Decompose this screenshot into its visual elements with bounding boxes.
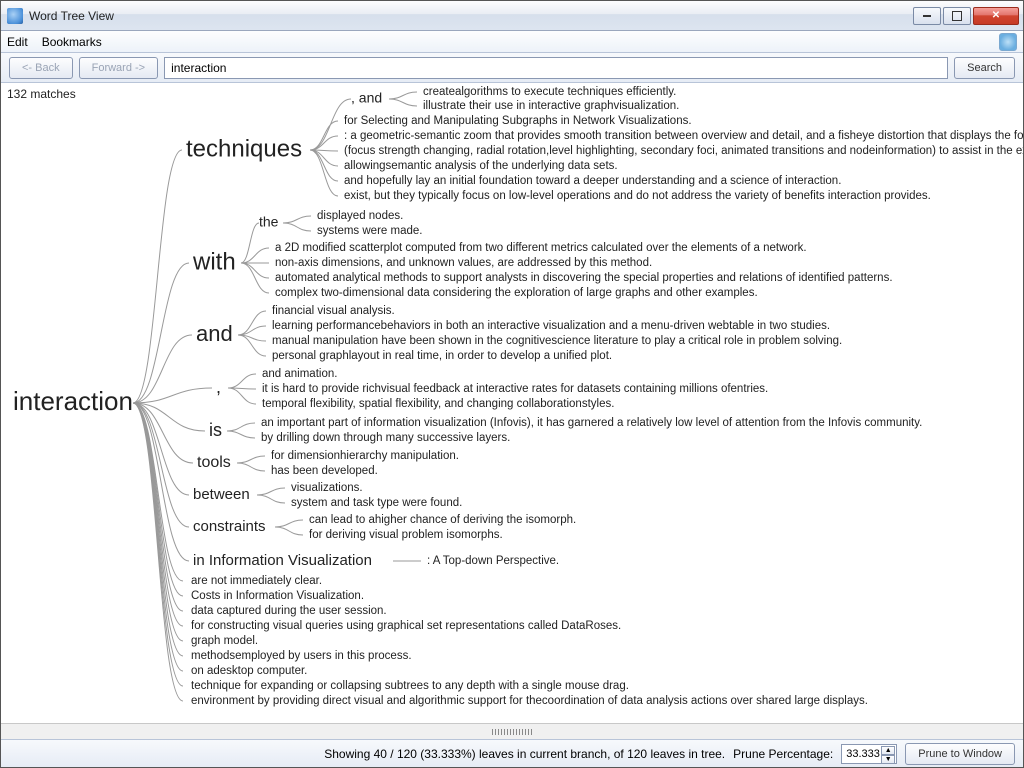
word-tree[interactable]: interactiontechniques, andcreatealgorith… — [1, 83, 1023, 719]
tree-leaf[interactable]: methodsemployed by users in this process… — [191, 650, 412, 662]
tree-leaf[interactable]: complex two-dimensional data considering… — [275, 287, 758, 299]
tree-leaf[interactable]: are not immediately clear. — [191, 575, 322, 587]
tree-leaf[interactable]: Costs in Information Visualization. — [191, 590, 364, 602]
tree-leaf[interactable]: displayed nodes. — [317, 210, 403, 222]
refresh-icon[interactable] — [999, 33, 1017, 51]
tree-leaf[interactable]: it is hard to provide richvisual feedbac… — [262, 383, 768, 395]
tree-leaf[interactable]: by drilling down through many successive… — [261, 432, 510, 444]
tree-branch[interactable]: and — [196, 321, 233, 346]
tree-branch[interactable]: , and — [351, 90, 382, 106]
tree-leaf[interactable]: personal graphlayout in real time, in or… — [272, 350, 612, 362]
tree-leaf[interactable]: non-axis dimensions, and unknown values,… — [275, 257, 652, 269]
menu-edit[interactable]: Edit — [7, 35, 28, 49]
tree-leaf[interactable]: (focus strength changing, radial rotatio… — [344, 145, 1023, 157]
back-button[interactable]: <- Back — [9, 57, 73, 79]
spinner-down-icon[interactable]: ▼ — [881, 755, 895, 764]
spinner-up-icon[interactable]: ▲ — [881, 746, 895, 755]
tree-leaf[interactable]: : a geometric-semantic zoom that provide… — [344, 130, 1023, 142]
tree-leaf[interactable]: an important part of information visuali… — [261, 417, 922, 429]
tree-leaf[interactable]: allowingsemantic analysis of the underly… — [344, 160, 618, 172]
tree-leaf[interactable]: systems were made. — [317, 225, 422, 237]
tree-leaf[interactable]: : A Top-down Perspective. — [427, 555, 559, 567]
tree-leaf[interactable]: visualizations. — [291, 482, 363, 494]
tree-leaf[interactable]: for deriving visual problem isomorphs. — [309, 529, 503, 541]
window-title: Word Tree View — [29, 9, 913, 23]
prune-button[interactable]: Prune to Window — [905, 743, 1015, 765]
app-icon — [7, 8, 23, 24]
tree-leaf[interactable]: on adesktop computer. — [191, 665, 307, 677]
tree-leaf[interactable]: automated analytical methods to support … — [275, 272, 893, 284]
maximize-button[interactable] — [943, 7, 971, 25]
titlebar: Word Tree View — [1, 1, 1023, 31]
tree-branch[interactable]: the — [259, 214, 279, 230]
tree-leaf[interactable]: environment by providing direct visual a… — [191, 695, 868, 707]
tree-leaf[interactable]: illustrate their use in interactive grap… — [423, 100, 679, 112]
tree-leaf[interactable]: for Selecting and Manipulating Subgraphs… — [344, 115, 692, 127]
close-button[interactable] — [973, 7, 1019, 25]
tree-leaf[interactable]: graph model. — [191, 635, 258, 647]
horizontal-scrollbar[interactable] — [1, 723, 1023, 739]
menu-bookmarks[interactable]: Bookmarks — [42, 35, 102, 49]
tree-leaf[interactable]: a 2D modified scatterplot computed from … — [275, 242, 807, 254]
toolbar: <- Back Forward -> Search — [1, 53, 1023, 83]
minimize-button[interactable] — [913, 7, 941, 25]
tree-leaf[interactable]: technique for expanding or collapsing su… — [191, 680, 629, 692]
tree-leaf[interactable]: data captured during the user session. — [191, 605, 387, 617]
tree-leaf[interactable]: temporal flexibility, spatial flexibilit… — [262, 398, 614, 410]
tree-leaf[interactable]: has been developed. — [271, 465, 378, 477]
tree-root[interactable]: interaction — [13, 386, 133, 416]
prune-value: 33.333 — [846, 748, 880, 760]
tree-branch[interactable]: constraints — [193, 518, 266, 535]
tree-leaf[interactable]: exist, but they typically focus on low-l… — [344, 190, 931, 202]
app-window: Word Tree View Edit Bookmarks <- Back Fo… — [0, 0, 1024, 768]
tree-leaf[interactable]: and hopefully lay an initial foundation … — [344, 175, 841, 187]
tree-leaf[interactable]: createalgorithms to execute techniques e… — [423, 86, 676, 98]
statusbar: Showing 40 / 120 (33.333%) leaves in cur… — [1, 739, 1023, 767]
tree-branch[interactable]: is — [209, 420, 222, 440]
content-area: 132 matches interactiontechniques, andcr… — [1, 83, 1023, 723]
forward-button[interactable]: Forward -> — [79, 57, 159, 79]
search-input[interactable] — [164, 57, 948, 79]
tree-leaf[interactable]: and animation. — [262, 368, 337, 380]
tree-leaf[interactable]: manual manipulation have been shown in t… — [272, 335, 842, 347]
tree-branch[interactable]: , — [216, 377, 221, 397]
tree-branch[interactable]: in Information Visualization — [193, 552, 372, 569]
prune-label: Prune Percentage: — [733, 747, 833, 761]
tree-branch[interactable]: techniques — [186, 135, 302, 162]
tree-leaf[interactable]: system and task type were found. — [291, 497, 462, 509]
tree-branch[interactable]: between — [193, 486, 250, 503]
tree-leaf[interactable]: for dimensionhierarchy manipulation. — [271, 450, 459, 462]
status-text: Showing 40 / 120 (33.333%) leaves in cur… — [324, 747, 725, 761]
tree-leaf[interactable]: learning performancebehaviors in both an… — [272, 320, 830, 332]
tree-leaf[interactable]: can lead to ahigher chance of deriving t… — [309, 514, 576, 526]
search-button[interactable]: Search — [954, 57, 1015, 79]
prune-percentage-input[interactable]: 33.333 ▲ ▼ — [841, 744, 897, 764]
tree-leaf[interactable]: for constructing visual queries using gr… — [191, 620, 621, 632]
tree-branch[interactable]: tools — [197, 454, 231, 471]
tree-leaf[interactable]: financial visual analysis. — [272, 305, 395, 317]
tree-branch[interactable]: with — [192, 248, 236, 275]
scroll-grip[interactable] — [492, 729, 532, 735]
menubar: Edit Bookmarks — [1, 31, 1023, 53]
